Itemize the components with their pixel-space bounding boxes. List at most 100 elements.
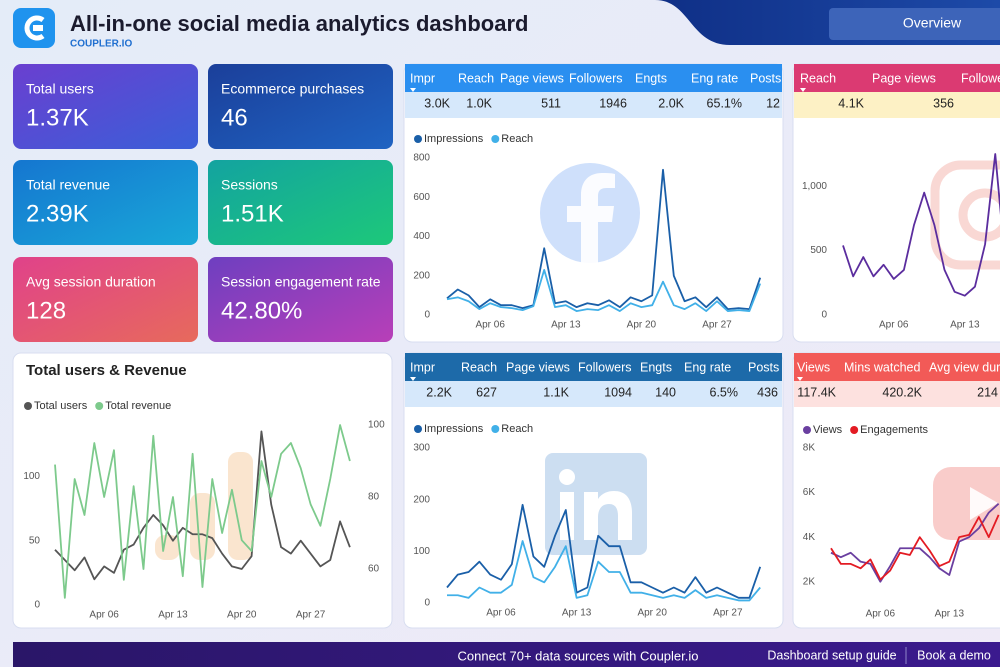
- logo-mark: [24, 15, 45, 41]
- kpi-value: 1.37K: [26, 104, 89, 131]
- kpi-label: Session engagement rate: [221, 274, 381, 290]
- y-tick-label: 600: [413, 192, 430, 203]
- x-tick-label: Apr 06: [475, 320, 505, 331]
- kpi-card: [13, 160, 198, 245]
- sort-indicator: [410, 88, 416, 92]
- brand: COUPLER.IO: [70, 39, 132, 50]
- legend-marker: [95, 402, 104, 410]
- table-header-cell: Engts: [640, 360, 672, 374]
- line-series: [447, 540, 761, 602]
- line-series: [446, 268, 762, 312]
- chart-panel: Views Mins watched Avg view duration 117.4K…: [792, 352, 1000, 629]
- chart-panel: Impr Reach Page views Followers Engts Eng rat…: [403, 352, 784, 629]
- y-tick-label: 300: [413, 443, 430, 454]
- sort-indicator: [410, 377, 416, 381]
- table-header-cell: Posts: [750, 71, 781, 85]
- x-tick-label: Apr 13: [551, 320, 581, 331]
- kpi-card: [208, 257, 393, 342]
- kpi-label: Total users: [26, 81, 94, 97]
- table-value-cell: 65.1%: [707, 96, 742, 110]
- x-tick-label: Apr 13: [935, 609, 965, 620]
- x-tick-label: Apr 27: [296, 610, 326, 621]
- table-header: [405, 353, 782, 381]
- overview-button[interactable]: [829, 8, 1000, 40]
- kpi-value: 1.51K: [221, 200, 284, 227]
- footer-link[interactable]: Book a demo: [917, 648, 991, 662]
- y-tick-label: 2K: [803, 576, 816, 587]
- instagram-logo: [930, 160, 1000, 270]
- line-series: [830, 514, 1000, 581]
- table-value-cell: 12: [766, 96, 780, 110]
- table-value-cell: 1.0K: [466, 96, 492, 110]
- logo-mark: [33, 25, 43, 31]
- table-values: [405, 381, 782, 407]
- y-tick-label: 50: [29, 535, 41, 546]
- y-tick-label: 0: [424, 310, 430, 321]
- legend-marker: [414, 135, 422, 143]
- table-header-cell: Reach: [800, 71, 836, 85]
- x-tick-label: Apr 13: [158, 610, 188, 621]
- legend-label: Reach: [501, 133, 533, 145]
- table-value-cell: 1094: [604, 385, 632, 399]
- footer-text: Connect 70+ data sources with Coupler.io: [457, 648, 698, 663]
- facebook-logo: [567, 173, 615, 263]
- y-tick-label: 0: [34, 600, 40, 611]
- table-header-cell: Views: [797, 360, 830, 374]
- table-header-cell: Engts: [635, 71, 667, 85]
- table-header-cell: Page views: [872, 71, 936, 85]
- x-tick-label: Apr 27: [713, 608, 743, 619]
- overview-label[interactable]: Overview: [903, 15, 962, 31]
- kpi-card: [208, 160, 393, 245]
- footer-link[interactable]: Dashboard setup guide: [767, 648, 896, 662]
- y-tick-label: 100: [413, 546, 430, 557]
- table-header-cell: Avg view duration: [929, 360, 1000, 374]
- x-tick-label: Apr 06: [866, 609, 896, 620]
- line-series: [830, 503, 1000, 583]
- table-value-cell: 2.2K: [426, 385, 452, 399]
- title: All-in-one social media analytics dashbo…: [70, 11, 528, 36]
- line-series: [446, 503, 762, 599]
- y-tick-label: 0: [424, 598, 430, 609]
- y-tick-label: 100: [23, 471, 40, 482]
- x-tick-label: Apr 20: [627, 320, 657, 331]
- chart-panel: Reach Page views Followers 4.1K 356 0 500 1,000…: [792, 63, 1000, 343]
- line-series: [54, 430, 351, 581]
- instagram-logo: [958, 188, 1000, 242]
- kpi-label: Avg session duration: [26, 274, 156, 290]
- panel: [12, 352, 393, 629]
- y2-tick-label: 100: [368, 420, 385, 431]
- table-value-cell: 117.4K: [797, 385, 836, 399]
- chart-title: Total users & Revenue: [26, 362, 187, 379]
- table-value-cell: 3.0K: [424, 96, 450, 110]
- legend-label: Views: [813, 424, 843, 436]
- table-header-cell: Reach: [461, 360, 497, 374]
- legend-marker: [850, 426, 859, 434]
- legend-label: Engagements: [860, 424, 928, 436]
- table-value-cell: 356: [933, 96, 954, 110]
- legend-marker: [803, 426, 811, 434]
- youtube-logo: [970, 487, 998, 520]
- table-value-cell: 4.1K: [838, 96, 864, 110]
- kpi-card: [13, 64, 198, 149]
- y-tick-label: 1,000: [802, 181, 827, 192]
- line-series: [446, 168, 762, 311]
- table-header-cell: Impr: [410, 360, 435, 374]
- x-tick-label: Apr 20: [637, 608, 667, 619]
- y-tick-label: 0: [821, 310, 827, 321]
- table-value-cell: 436: [757, 385, 778, 399]
- decor-bar: [228, 452, 253, 560]
- legend-marker: [491, 425, 500, 433]
- table-header-cell: Reach: [458, 71, 494, 85]
- chart-panel: Total users & Revenue 0 50 100 60 80 100 Apr 06…: [12, 352, 393, 629]
- kpi-card: [13, 257, 198, 342]
- table-value-cell: 140: [655, 385, 676, 399]
- table-value-cell: 1.1K: [543, 385, 569, 399]
- table-value-cell: 2.0K: [658, 96, 684, 110]
- decor-bar: [190, 493, 215, 560]
- kpi-label: Ecommerce purchases: [221, 81, 364, 97]
- line-series: [842, 153, 1000, 297]
- legend-label: Total revenue: [105, 400, 171, 412]
- legend-marker: [491, 135, 500, 143]
